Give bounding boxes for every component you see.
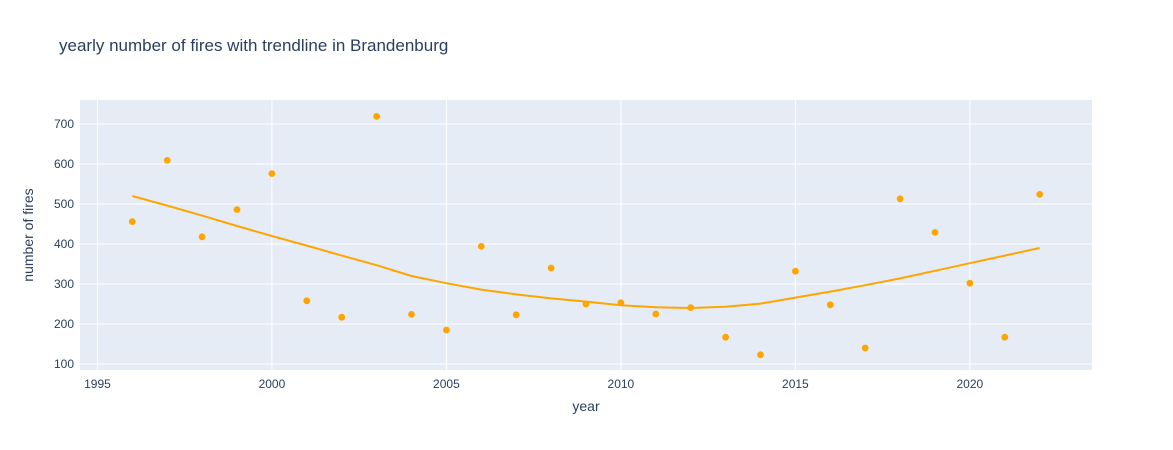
x-tick-label: 2000 xyxy=(259,377,286,391)
data-point[interactable] xyxy=(1036,191,1043,198)
x-tick-label: 2020 xyxy=(957,377,984,391)
data-point[interactable] xyxy=(967,280,974,287)
x-tick-label: 1995 xyxy=(84,377,111,391)
data-point[interactable] xyxy=(827,301,834,308)
y-tick-label: 300 xyxy=(54,277,74,291)
y-tick-label: 600 xyxy=(54,157,74,171)
data-point[interactable] xyxy=(548,265,555,272)
x-axis-title: year xyxy=(572,398,600,414)
y-tick-label: 400 xyxy=(54,237,74,251)
data-point[interactable] xyxy=(583,301,590,308)
data-point[interactable] xyxy=(338,314,345,321)
data-point[interactable] xyxy=(269,170,276,177)
data-point[interactable] xyxy=(129,218,136,225)
data-point[interactable] xyxy=(478,243,485,250)
y-axis-title: number of fires xyxy=(20,188,36,281)
data-point[interactable] xyxy=(199,233,206,240)
chart-title: yearly number of fires with trendline in… xyxy=(59,36,448,55)
y-tick-label: 100 xyxy=(54,357,74,371)
y-tick-label: 700 xyxy=(54,117,74,131)
y-tick-label: 200 xyxy=(54,317,74,331)
data-point[interactable] xyxy=(722,334,729,341)
data-point[interactable] xyxy=(408,311,415,318)
plot-area xyxy=(80,100,1092,370)
data-point[interactable] xyxy=(303,297,310,304)
x-tick-label: 2015 xyxy=(782,377,809,391)
data-point[interactable] xyxy=(757,351,764,358)
data-point[interactable] xyxy=(443,327,450,334)
data-point[interactable] xyxy=(164,157,171,164)
data-point[interactable] xyxy=(652,311,659,318)
x-tick-label: 2005 xyxy=(433,377,460,391)
data-point[interactable] xyxy=(234,206,241,213)
data-point[interactable] xyxy=(862,345,869,352)
data-point[interactable] xyxy=(792,268,799,275)
data-point[interactable] xyxy=(373,113,380,120)
data-point[interactable] xyxy=(897,195,904,202)
data-point[interactable] xyxy=(1001,334,1008,341)
data-point[interactable] xyxy=(932,229,939,236)
data-point[interactable] xyxy=(513,311,520,318)
data-point[interactable] xyxy=(618,299,625,306)
x-tick-label: 2010 xyxy=(608,377,635,391)
y-tick-label: 500 xyxy=(54,197,74,211)
data-point[interactable] xyxy=(687,304,694,311)
